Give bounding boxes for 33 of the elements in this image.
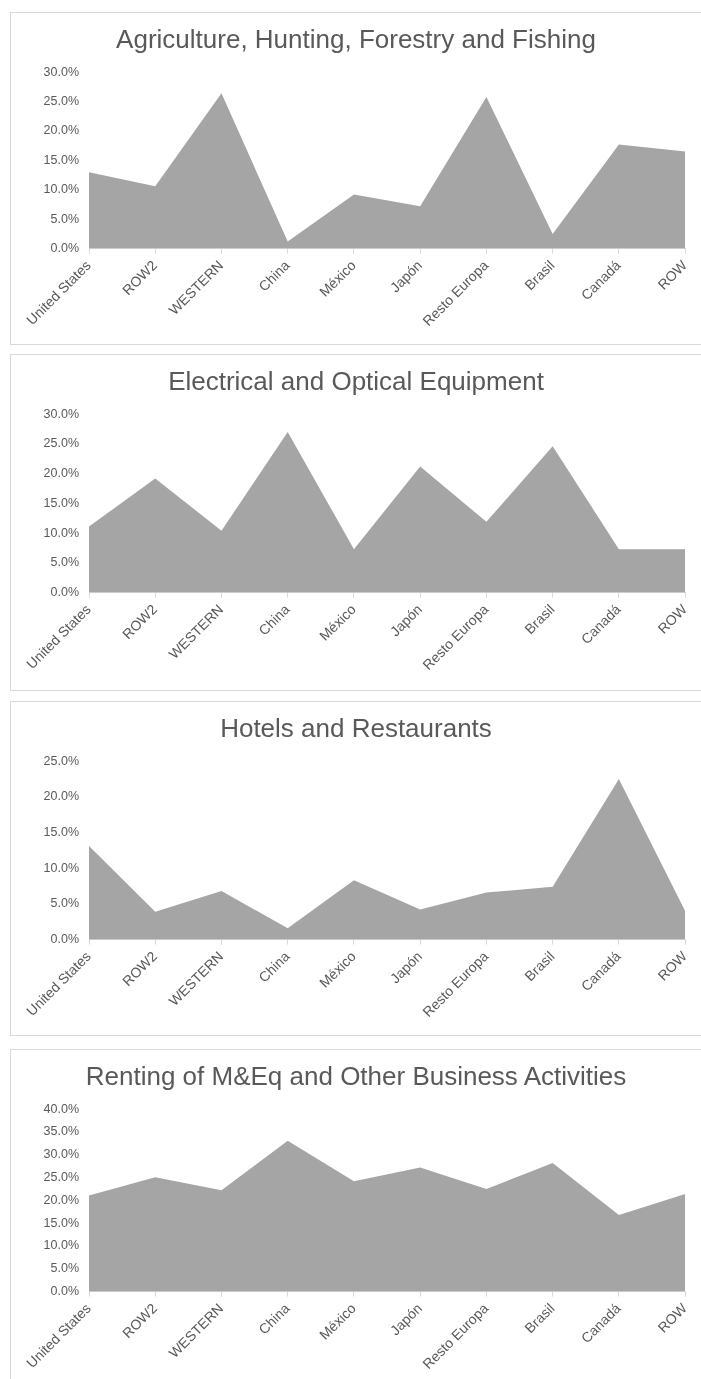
chart-title: Agriculture, Hunting, Forestry and Fishing	[116, 23, 596, 54]
y-tick-label: 15.0%	[43, 825, 79, 840]
y-tick-label: 5.0%	[50, 211, 79, 226]
y-tick-label: 25.0%	[43, 436, 79, 451]
y-tick-label: 10.0%	[43, 525, 79, 540]
y-tick-label: 10.0%	[43, 860, 79, 875]
y-tick-label: 0.0%	[50, 932, 79, 947]
y-tick-label: 20.0%	[43, 789, 79, 804]
y-tick-label: 40.0%	[43, 1101, 79, 1116]
y-tick-label: 25.0%	[43, 1170, 79, 1185]
chart-title: Hotels and Restaurants	[220, 712, 492, 743]
y-tick-label: 10.0%	[43, 1238, 79, 1253]
y-tick-label: 0.0%	[50, 241, 79, 256]
y-tick-label: 35.0%	[43, 1124, 79, 1139]
y-tick-label: 0.0%	[50, 1284, 79, 1299]
y-tick-label: 20.0%	[43, 1192, 79, 1207]
chart-title: Renting of M&Eq and Other Business Activities	[85, 1060, 627, 1091]
y-tick-label: 30.0%	[43, 64, 79, 79]
y-tick-label: 15.0%	[43, 152, 79, 167]
chart-title: Electrical and Optical Equipment	[168, 365, 545, 396]
y-tick-label: 0.0%	[50, 585, 79, 600]
y-tick-label: 30.0%	[43, 1147, 79, 1162]
y-tick-label: 30.0%	[43, 406, 79, 421]
y-tick-label: 20.0%	[43, 123, 79, 138]
y-tick-label: 20.0%	[43, 466, 79, 481]
y-tick-label: 5.0%	[50, 896, 79, 911]
y-tick-label: 15.0%	[43, 495, 79, 510]
y-tick-label: 25.0%	[43, 753, 79, 768]
y-tick-label: 15.0%	[43, 1215, 79, 1230]
y-tick-label: 5.0%	[50, 555, 79, 570]
y-tick-label: 25.0%	[43, 94, 79, 109]
y-tick-label: 10.0%	[43, 182, 79, 197]
y-tick-label: 5.0%	[50, 1261, 79, 1276]
